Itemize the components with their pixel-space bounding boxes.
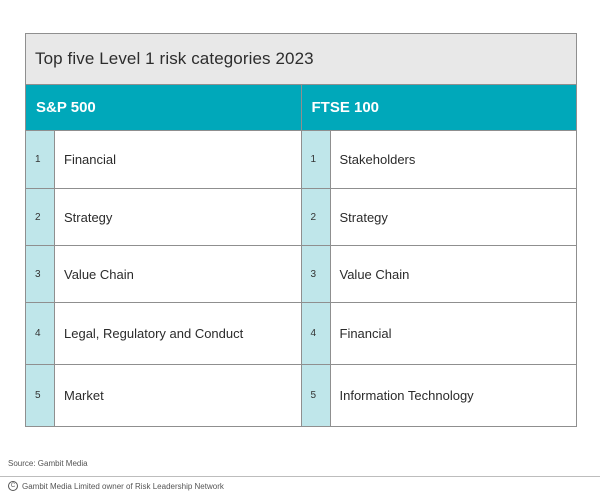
column-header-sp500: S&P 500 bbox=[26, 85, 302, 130]
copyright-text: Gambit Media Limited owner of Risk Leade… bbox=[22, 481, 224, 491]
sp500-cell: 2 Strategy bbox=[26, 189, 302, 245]
rank-number: 2 bbox=[301, 189, 331, 245]
sp500-cell: 3 Value Chain bbox=[26, 246, 302, 302]
rank-number: 2 bbox=[26, 189, 55, 245]
ftse100-cell: 4 Financial bbox=[301, 303, 577, 364]
rank-number: 1 bbox=[301, 131, 331, 188]
ftse100-category: Value Chain bbox=[339, 266, 410, 282]
table-row: 1 Financial 1 Stakeholders bbox=[26, 131, 576, 189]
rank-number: 4 bbox=[26, 303, 55, 364]
ftse100-category: Strategy bbox=[339, 209, 388, 225]
column-header-row: S&P 500 FTSE 100 bbox=[26, 85, 576, 131]
footer-divider bbox=[0, 476, 600, 477]
rank-number: 3 bbox=[301, 246, 331, 302]
ftse100-category: Stakeholders bbox=[339, 152, 416, 167]
table-row: 4 Legal, Regulatory and Conduct 4 Financ… bbox=[26, 303, 576, 365]
ftse100-category: Financial bbox=[339, 326, 392, 341]
rank-number: 5 bbox=[26, 365, 55, 426]
sp500-category: Market bbox=[64, 388, 104, 403]
ftse100-cell: 1 Stakeholders bbox=[301, 131, 577, 188]
copyright-footer: C Gambit Media Limited owner of Risk Lea… bbox=[8, 481, 224, 491]
rank-number: 3 bbox=[26, 246, 55, 302]
ftse100-cell: 5 Information Technology bbox=[301, 365, 577, 426]
table-title: Top five Level 1 risk categories 2023 bbox=[26, 34, 576, 85]
ftse100-category: Information Technology bbox=[339, 388, 474, 403]
sp500-category: Value Chain bbox=[64, 266, 134, 282]
ftse100-cell: 3 Value Chain bbox=[301, 246, 577, 302]
sp500-category: Strategy bbox=[64, 209, 113, 225]
ftse100-cell: 2 Strategy bbox=[301, 189, 577, 245]
table-row: 5 Market 5 Information Technology bbox=[26, 365, 576, 426]
column-header-ftse100: FTSE 100 bbox=[311, 99, 380, 116]
table-row: 2 Strategy 2 Strategy bbox=[26, 189, 576, 246]
sp500-cell: 5 Market bbox=[26, 365, 302, 426]
risk-categories-table: Top five Level 1 risk categories 2023 S&… bbox=[25, 33, 577, 427]
source-note: Source: Gambit Media bbox=[8, 459, 88, 468]
rank-number: 1 bbox=[26, 131, 55, 188]
rank-number: 4 bbox=[301, 303, 331, 364]
table-row: 3 Value Chain 3 Value Chain bbox=[26, 246, 576, 303]
sp500-cell: 1 Financial bbox=[26, 131, 302, 188]
sp500-cell: 4 Legal, Regulatory and Conduct bbox=[26, 303, 302, 364]
copyright-icon: C bbox=[8, 481, 18, 491]
sp500-category: Financial bbox=[64, 152, 117, 167]
rank-number: 5 bbox=[301, 365, 331, 426]
sp500-category: Legal, Regulatory and Conduct bbox=[64, 326, 244, 341]
